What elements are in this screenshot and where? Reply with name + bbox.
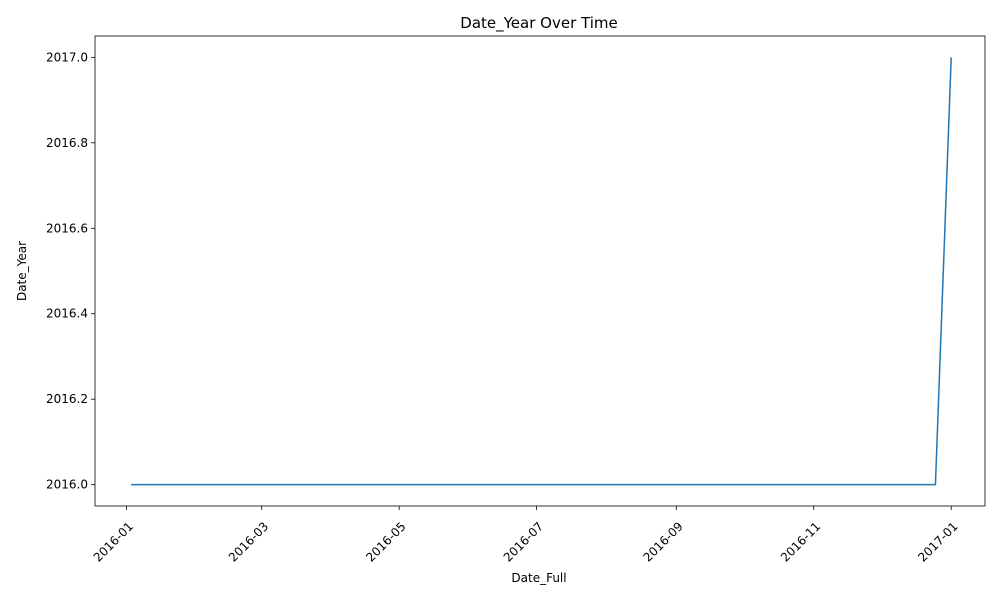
x-tick-label-0: 2016-01 <box>91 519 136 564</box>
plot-area: 2016-01 2016-03 2016-05 2016-07 2016-09 2016-… <box>46 35 986 565</box>
series-line-0 <box>131 57 952 486</box>
x-tick-label-6: 2017-01 <box>915 519 960 564</box>
y-tick-label-4: 2016.8 <box>46 136 88 150</box>
x-tick-label-3: 2016-07 <box>501 519 546 564</box>
y-tick-label-2: 2016.4 <box>46 307 88 321</box>
chart-title: Date_Year Over Time <box>460 14 617 33</box>
y-tick-label-1: 2016.2 <box>46 392 88 406</box>
x-tick-label-5: 2016-11 <box>778 519 823 564</box>
y-axis-label: Date_Year <box>15 241 29 301</box>
x-tick-label-4: 2016-09 <box>640 519 685 564</box>
y-tick-label-3: 2016.6 <box>46 221 88 235</box>
axes-frame <box>94 35 986 507</box>
x-tick-label-2: 2016-05 <box>363 519 408 564</box>
x-tick-label-1: 2016-03 <box>226 519 271 564</box>
y-tick-label-0: 2016.0 <box>46 478 88 492</box>
x-axis-label: Date_Full <box>511 571 566 585</box>
y-tick-label-5: 2017.0 <box>46 50 88 64</box>
